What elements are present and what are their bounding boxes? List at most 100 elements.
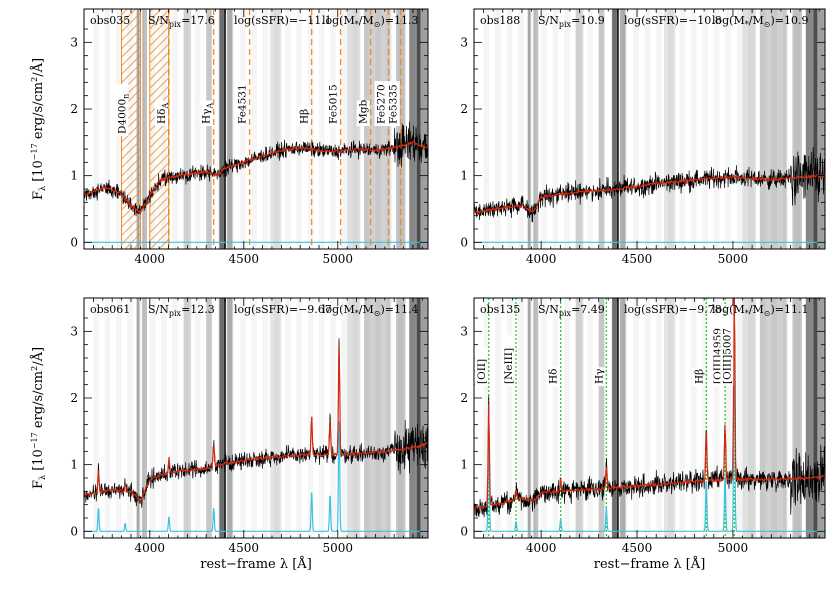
x-tick-label: 4000 [135,252,166,266]
emission-label-text: [OII] [476,359,488,384]
label-background [199,100,213,126]
sky-band-faint [633,9,639,249]
panel-top-left: 4000 4500 5000 0 1 2 3 obs035 S/Npix=17.6 log(sSF… [30,8,429,266]
sky-band [409,298,417,538]
sn-label: S/N [538,14,559,27]
y-tick-label: 2 [460,391,468,405]
emission-label-text: Hγ [593,369,605,384]
sky-band-faint [794,9,801,249]
index-label-sub: A [206,103,215,110]
y-tick-label: 1 [460,458,468,472]
y-tick-label: 1 [70,458,78,472]
sky-band [206,298,212,538]
sky-band-faint [529,9,536,249]
sky-band-faint [782,9,789,249]
x-tick-label: 4500 [622,541,653,555]
sky-band-faint [598,298,605,538]
panel-header: obs035 S/Npix=17.6 log(sSFR)=−11.1log(M*/M… [90,14,418,29]
ylabel-end: /Å] [30,347,46,366]
sky-band-faint [621,298,628,538]
sky-band-faint [771,9,778,249]
sky-band-faint [352,298,359,538]
sky-band-faint [759,9,766,249]
d4000-label: D4000n [115,84,130,136]
sky-band-faint [194,298,201,538]
sn-label: S/N [538,303,559,316]
sky-band-faint [409,9,415,249]
sky-band [142,298,147,538]
y-axis-label: Fλ [10−17 erg/s/cm2/Å] [30,347,47,489]
sky-band [663,298,676,538]
sky-band-faint [330,298,336,538]
index-label: Fe5335 [388,84,400,124]
mass-pre: log(M [712,303,745,316]
sky-band-faint [529,298,536,538]
mass-sub1: * [355,20,359,29]
sky-band-faint [644,9,651,249]
sky-band-faint [644,298,651,538]
model-fit [84,345,428,505]
ylabel-rest: [10 [31,160,46,186]
sky-band-faint [386,298,393,538]
sky-band-faint [285,298,291,538]
sky-band-faint [805,9,812,249]
ssfr-annotation: log(sSFR)=−11.1 [234,14,332,27]
ssfr-annotation: log(sSFR)=−10.8 [624,14,722,27]
sn-label: S/N [148,14,169,27]
sky-band-faint [104,298,111,538]
emission-line-label: [OIII]5007 [720,316,734,386]
index-line-label: Fe5015 [326,81,340,126]
index-label: Fe5270 [376,84,388,124]
sky-band [226,9,233,249]
sn-annotation: S/Npix=10.9 [538,14,605,29]
sky-band-faint [364,298,370,538]
index-label-text: Fe5270 [376,84,388,124]
axes-frame [83,297,429,539]
index-label-text: Mgb [358,100,370,124]
sky-band-faint [318,298,325,538]
emission-line-label: Hγ [592,367,606,386]
x-tick-label: 4500 [229,541,260,555]
sky-band-faint [93,298,100,538]
y-tick-label: 3 [460,35,468,49]
ylabel-exp: −17 [30,432,39,449]
sky-band-faint [748,9,755,249]
x-axis-label: rest−frame λ [Å] [200,556,312,572]
sky-band [142,9,147,249]
sn-annotation: S/Npix=17.6 [148,14,215,29]
sky-band [575,9,584,249]
sky-band [409,9,417,249]
observed-spectrum [84,121,428,217]
mass-sub2: ⊙ [374,20,381,29]
mass-annotation: log(M*/M⊙)=11.1 [712,303,808,318]
index-line-label: Mgb [356,100,370,126]
mass-sub1: * [745,20,749,29]
sky-band [663,9,676,249]
sky-band-faint [330,9,336,249]
sky-band-faint [262,9,269,249]
sky-band [183,298,192,538]
y-tick-label: 3 [70,324,78,338]
sky-band [219,298,225,538]
mass-mid: /M [749,14,764,27]
sky-band-faint [240,298,246,538]
ylabel-rest: [10 [31,449,46,475]
index-label-text: Fe4531 [237,84,249,124]
sky-band [183,9,192,249]
sky-band-faint [541,298,547,538]
label-background [546,367,560,386]
label-background [502,335,516,386]
sky-band [805,298,814,538]
y-tick-label: 1 [70,169,78,183]
sky-band-faint [251,9,257,249]
sky-band-faint [172,9,178,249]
sky-band-faint [217,9,224,249]
sky-band-faint [307,298,314,538]
sky-band [533,9,539,249]
x-tick-label: 4500 [622,252,653,266]
y-tick-label: 3 [70,35,78,49]
sky-band [364,298,391,538]
sn-annotation: S/Npix=7.49 [538,303,605,318]
sn-label: S/N [148,303,169,316]
